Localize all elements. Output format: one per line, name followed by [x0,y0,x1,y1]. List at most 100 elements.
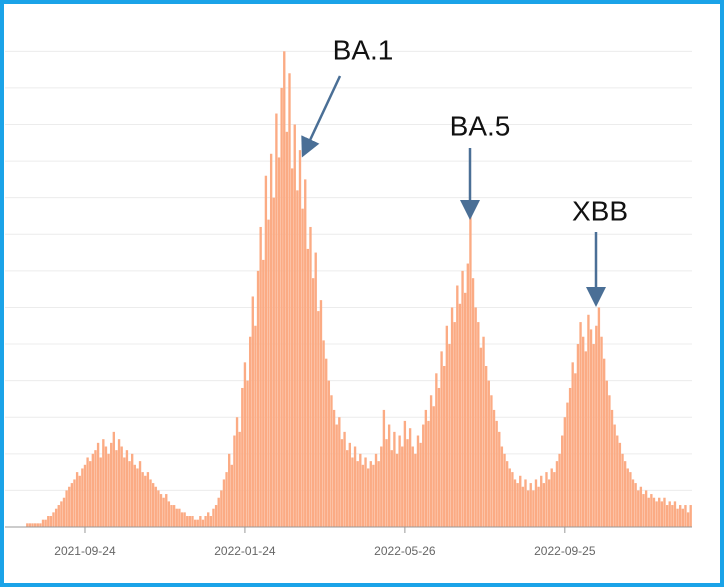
bar [377,461,380,527]
bar [272,197,275,527]
bar [655,501,658,527]
bar [65,490,68,527]
bar [374,453,378,527]
bar [83,464,87,527]
bar [49,516,53,527]
bar [568,387,572,527]
bar [214,505,218,527]
bar [673,501,677,527]
bar [453,322,456,527]
bar [348,442,351,527]
bar [125,450,129,527]
bar [269,153,273,528]
bar [199,516,202,527]
bar [157,490,160,527]
bar [579,322,582,527]
bar [387,424,391,527]
bar [534,479,538,527]
bar [613,424,616,527]
bar [309,226,312,528]
bar [81,468,84,527]
bar [545,472,548,527]
bar [102,439,105,527]
x-tick-label: 2022-01-24 [214,544,276,558]
bar [288,73,291,527]
bar [298,150,302,527]
bar [445,325,449,527]
bar [277,157,281,527]
bar [464,292,467,527]
bar [91,453,95,527]
bar [432,406,435,527]
bar [31,523,34,527]
bar [128,461,131,527]
bar [343,431,346,527]
bar [448,344,451,527]
bar [471,278,475,527]
bar [172,505,176,527]
bar [561,435,564,527]
bar [225,472,228,527]
bar [665,505,669,527]
bar [393,431,396,527]
bar [663,497,666,527]
bar [616,435,619,527]
bar [52,512,55,527]
x-tick-label: 2022-09-25 [534,544,596,558]
bar [325,358,328,527]
bar [681,508,685,527]
bar [183,512,186,527]
bar [366,468,370,527]
bar [144,475,147,527]
bar [86,457,89,527]
bar [605,380,608,527]
bar [133,464,136,527]
bar [419,442,422,527]
bar [584,351,587,527]
bar [416,435,420,527]
bar [191,516,194,527]
bar [167,501,171,527]
bar [477,322,480,527]
bar [36,523,39,527]
bar [301,208,304,527]
bar [511,472,514,527]
bar [138,461,142,527]
bar [259,226,262,528]
bar [634,483,637,527]
bar [521,486,525,527]
bar [54,508,58,527]
bar [136,468,139,527]
bar [275,113,278,527]
bar [652,497,656,527]
bar [238,431,241,527]
bar [340,439,344,527]
bar [361,464,365,527]
bar [233,435,236,527]
bar [283,51,286,528]
bar [576,344,580,527]
bar [610,409,614,527]
bar [115,450,118,527]
bar [364,457,367,527]
bar [290,168,294,527]
x-tick-label: 2022-05-26 [374,544,436,558]
bar [644,490,648,527]
bar [587,314,590,527]
bar [526,490,530,527]
annotation: BA.5 [450,110,511,141]
bar [631,479,635,527]
bar [264,175,268,527]
bar [458,303,462,527]
bar [650,494,653,527]
bar [411,446,414,527]
bar [422,424,425,527]
bar [582,336,585,527]
bar [180,512,184,527]
bar [563,417,567,527]
bar [220,490,223,527]
bar [498,431,501,527]
bar [96,442,100,527]
bar [228,453,231,527]
bar [317,311,320,527]
